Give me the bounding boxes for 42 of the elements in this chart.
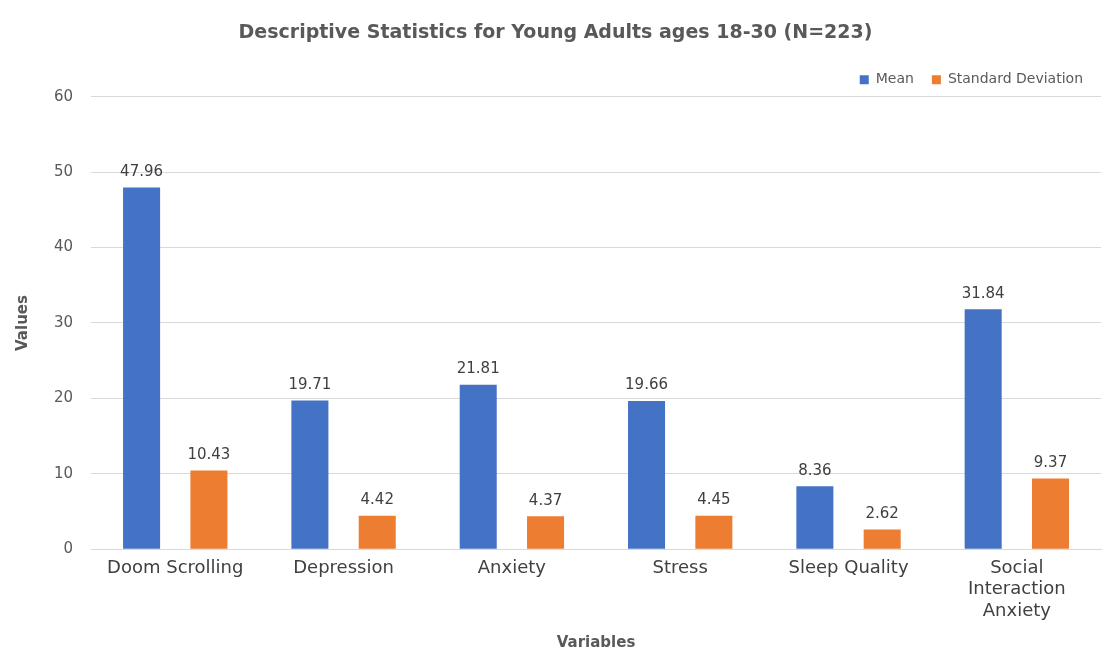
bar (1031, 478, 1070, 549)
bar (628, 400, 666, 549)
data-label: 10.43 (187, 444, 231, 463)
bar (695, 515, 733, 549)
chart-title: Descriptive Statistics for Young Adults ages 18-30 (N=223) (238, 20, 873, 43)
data-label: 9.37 (1033, 452, 1068, 471)
data-label: 19.66 (625, 375, 669, 394)
y-tick-label: 30 (53, 312, 74, 331)
legend-label: Mean (875, 70, 914, 87)
bar (123, 187, 161, 549)
bar (527, 516, 565, 549)
x-axis-title: Variables (556, 632, 636, 651)
y-tick-label: 20 (53, 388, 74, 407)
legend-label: Standard Deviation (947, 70, 1083, 87)
data-label: 21.81 (456, 359, 500, 378)
x-tick-label: Sleep Quality (788, 555, 909, 577)
bar (459, 384, 497, 549)
data-label: 4.42 (360, 490, 394, 509)
x-tick-label: Doom Scrolling (107, 555, 244, 577)
data-label: 4.37 (528, 490, 563, 509)
x-tick-label: Depression (293, 555, 394, 577)
data-label: 2.62 (865, 503, 899, 522)
data-label: 47.96 (120, 161, 164, 180)
y-tick-label: 40 (53, 237, 74, 256)
x-tick-label: Stress (652, 555, 708, 577)
y-tick-label: 10 (53, 463, 74, 482)
data-label: 19.71 (288, 374, 332, 393)
data-label: 4.45 (697, 490, 731, 509)
data-label: 31.84 (961, 283, 1005, 302)
bar (291, 400, 329, 549)
data-label: 8.36 (798, 460, 832, 479)
bar (190, 470, 228, 549)
y-tick-label: 60 (53, 86, 74, 105)
bar (358, 515, 396, 549)
x-tick-label: Anxiety (477, 555, 547, 577)
x-tick-label: Social Interaction Anxiety (968, 555, 1066, 620)
y-tick-label: 50 (53, 162, 74, 181)
bar (863, 529, 901, 549)
y-axis-title: Values (12, 295, 31, 351)
bar (964, 309, 1002, 549)
bar (796, 486, 834, 549)
y-tick-label: 0 (63, 539, 74, 558)
